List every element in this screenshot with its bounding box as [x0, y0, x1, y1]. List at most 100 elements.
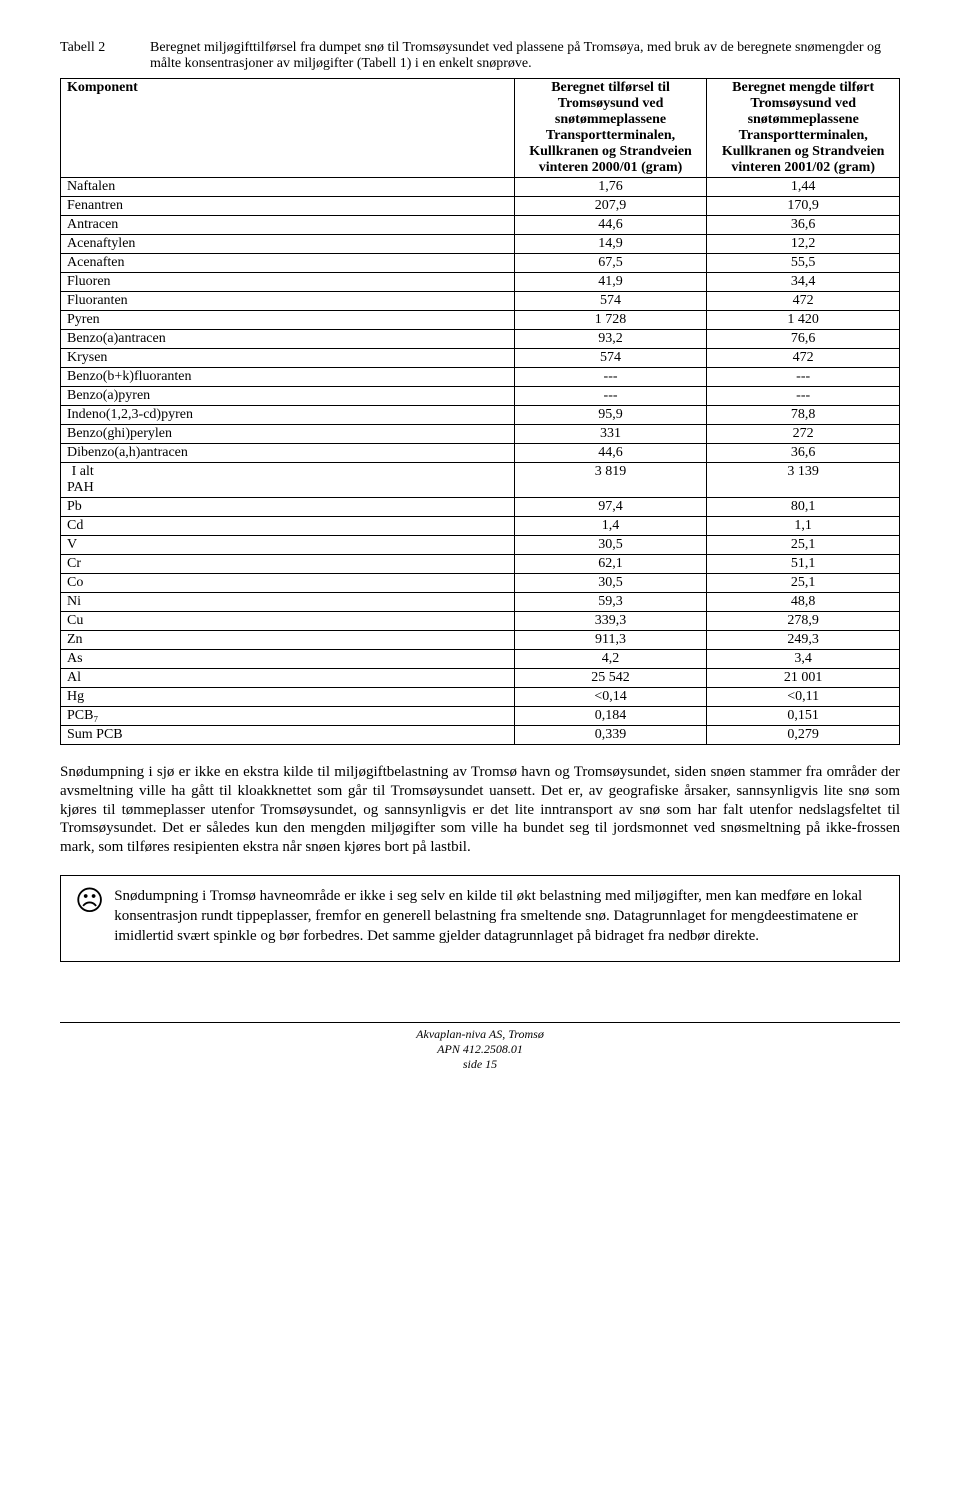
cell-label: Fluoren — [61, 273, 515, 292]
cell-value-2001: 21 001 — [707, 669, 900, 688]
cell-value-2001: 1,44 — [707, 178, 900, 197]
cell-value-2000: 62,1 — [514, 555, 707, 574]
cell-value-2000: 30,5 — [514, 536, 707, 555]
cell-value-2000: 3 819 — [514, 463, 707, 498]
cell-label: Benzo(a)pyren — [61, 387, 515, 406]
cell-label: As — [61, 650, 515, 669]
table-header-row: Komponent Beregnet tilførsel til Tromsøy… — [61, 79, 900, 178]
cell-value-2000: 59,3 — [514, 593, 707, 612]
col-header-2001: Beregnet mengde tilført Tromsøysund ved … — [707, 79, 900, 178]
cell-label: Acenaften — [61, 254, 515, 273]
cell-value-2001: <0,11 — [707, 688, 900, 707]
cell-label: Acenaftylen — [61, 235, 515, 254]
cell-value-2000: 44,6 — [514, 444, 707, 463]
table-row: PCB₇0,1840,151 — [61, 707, 900, 726]
footer-line-2: APN 412.2508.01 — [60, 1042, 900, 1057]
cell-label: Naftalen — [61, 178, 515, 197]
sad-face-icon: ☹ — [75, 888, 104, 947]
cell-value-2001: 3 139 — [707, 463, 900, 498]
cell-label: Sum PCB — [61, 726, 515, 745]
cell-label: Co — [61, 574, 515, 593]
cell-label: Dibenzo(a,h)antracen — [61, 444, 515, 463]
cell-value-2001: 51,1 — [707, 555, 900, 574]
cell-value-2000: 93,2 — [514, 330, 707, 349]
cell-label: Fluoranten — [61, 292, 515, 311]
cell-value-2000: 574 — [514, 349, 707, 368]
table-row: Dibenzo(a,h)antracen44,636,6 — [61, 444, 900, 463]
cell-value-2000: --- — [514, 387, 707, 406]
table-row: As4,23,4 — [61, 650, 900, 669]
cell-value-2001: 272 — [707, 425, 900, 444]
cell-value-2000: 25 542 — [514, 669, 707, 688]
cell-value-2000: 30,5 — [514, 574, 707, 593]
table-row: Benzo(a)pyren------ — [61, 387, 900, 406]
cell-label: Ni — [61, 593, 515, 612]
cell-value-2001: 1,1 — [707, 517, 900, 536]
footer-line-3: side 15 — [60, 1057, 900, 1072]
table-row: Ni59,348,8 — [61, 593, 900, 612]
cell-value-2001: 170,9 — [707, 197, 900, 216]
cell-value-2000: 0,184 — [514, 707, 707, 726]
cell-value-2001: 48,8 — [707, 593, 900, 612]
cell-label: Benzo(b+k)fluoranten — [61, 368, 515, 387]
cell-label: Antracen — [61, 216, 515, 235]
cell-label: Al — [61, 669, 515, 688]
col-header-2000: Beregnet tilførsel til Tromsøysund ved s… — [514, 79, 707, 178]
table-caption-label: Tabell 2 — [60, 40, 150, 72]
cell-value-2001: 25,1 — [707, 536, 900, 555]
table-row: Zn911,3249,3 — [61, 631, 900, 650]
cell-label: Pb — [61, 498, 515, 517]
cell-value-2001: 55,5 — [707, 254, 900, 273]
table-row: Fenantren207,9170,9 — [61, 197, 900, 216]
cell-value-2000: 331 — [514, 425, 707, 444]
cell-value-2000: <0,14 — [514, 688, 707, 707]
table-row: Benzo(ghi)perylen331272 — [61, 425, 900, 444]
cell-value-2001: 78,8 — [707, 406, 900, 425]
cell-label: Benzo(a)antracen — [61, 330, 515, 349]
footer-rule — [60, 1022, 900, 1023]
cell-value-2000: 95,9 — [514, 406, 707, 425]
cell-value-2000: 1,76 — [514, 178, 707, 197]
cell-label: Cd — [61, 517, 515, 536]
cell-value-2001: 249,3 — [707, 631, 900, 650]
cell-value-2000: 14,9 — [514, 235, 707, 254]
cell-value-2001: 25,1 — [707, 574, 900, 593]
table-row: Naftalen1,761,44 — [61, 178, 900, 197]
cell-label: PCB₇ — [61, 707, 515, 726]
cell-label: Zn — [61, 631, 515, 650]
table-caption-text: Beregnet miljøgifttilførsel fra dumpet s… — [150, 40, 900, 72]
cell-label: Cr — [61, 555, 515, 574]
cell-value-2000: 339,3 — [514, 612, 707, 631]
cell-label: Krysen — [61, 349, 515, 368]
cell-value-2000: 574 — [514, 292, 707, 311]
table-row: Cd1,41,1 — [61, 517, 900, 536]
cell-value-2000: 207,9 — [514, 197, 707, 216]
cell-label: V — [61, 536, 515, 555]
table-row: I alt PAH3 8193 139 — [61, 463, 900, 498]
table-row: Co30,525,1 — [61, 574, 900, 593]
cell-value-2001: 36,6 — [707, 216, 900, 235]
table-row: Hg<0,14<0,11 — [61, 688, 900, 707]
table-row: Krysen574472 — [61, 349, 900, 368]
cell-value-2001: 76,6 — [707, 330, 900, 349]
cell-value-2000: 4,2 — [514, 650, 707, 669]
col-header-komponent: Komponent — [61, 79, 515, 178]
cell-value-2000: 911,3 — [514, 631, 707, 650]
cell-value-2001: --- — [707, 387, 900, 406]
cell-label: Hg — [61, 688, 515, 707]
data-table: Komponent Beregnet tilførsel til Tromsøy… — [60, 78, 900, 745]
cell-value-2000: 0,339 — [514, 726, 707, 745]
table-row: Fluoren41,934,4 — [61, 273, 900, 292]
table-row: Sum PCB0,3390,279 — [61, 726, 900, 745]
cell-label: Fenantren — [61, 197, 515, 216]
table-row: Al25 54221 001 — [61, 669, 900, 688]
table-row: Benzo(b+k)fluoranten------ — [61, 368, 900, 387]
cell-value-2001: 0,151 — [707, 707, 900, 726]
cell-value-2001: 36,6 — [707, 444, 900, 463]
table-row: Acenaften67,555,5 — [61, 254, 900, 273]
table-row: Antracen44,636,6 — [61, 216, 900, 235]
cell-label: I alt PAH — [61, 463, 515, 498]
table-row: V30,525,1 — [61, 536, 900, 555]
cell-value-2000: 67,5 — [514, 254, 707, 273]
cell-value-2000: 44,6 — [514, 216, 707, 235]
